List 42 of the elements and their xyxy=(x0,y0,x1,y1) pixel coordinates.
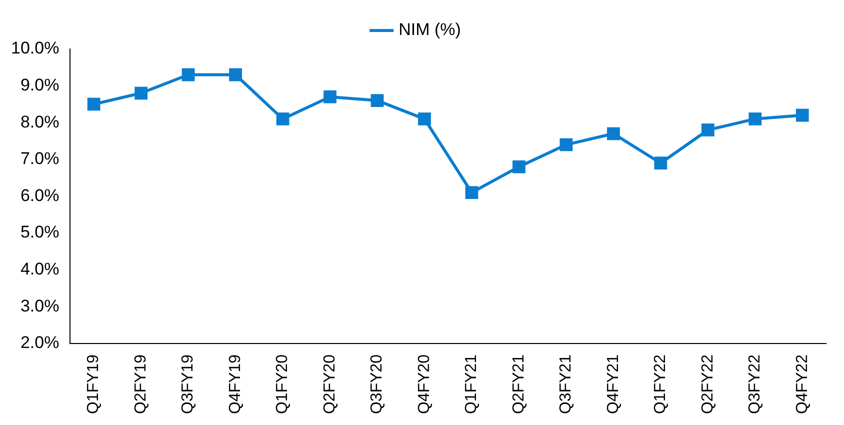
point xyxy=(701,124,714,136)
point xyxy=(465,186,478,199)
x-tick-label: Q1FY19 xyxy=(85,354,102,414)
point xyxy=(276,112,290,126)
x-tick-label: Q2FY22 xyxy=(699,354,716,414)
point xyxy=(324,90,336,104)
y-tick-label: 6.0% xyxy=(20,186,60,205)
x-tick-label: Q4FY22 xyxy=(794,354,811,414)
x-tick-label: Q1FY22 xyxy=(652,354,670,414)
x-tick-label: Q1FY20 xyxy=(274,354,292,414)
point xyxy=(418,112,431,126)
point xyxy=(654,156,668,170)
point xyxy=(512,160,526,174)
y-tick-label: 4.0% xyxy=(20,260,60,278)
x-tick-label: Q3FY22 xyxy=(746,354,764,414)
point xyxy=(87,98,100,111)
y-tick-label: 7.0% xyxy=(20,149,60,168)
x-tick-label: Q3FY21 xyxy=(558,354,575,414)
x-tick-label: Q2FY19 xyxy=(132,354,150,414)
y-tick-label: 10.0% xyxy=(11,38,60,58)
x-tick-label: Q1FY21 xyxy=(463,354,480,414)
point xyxy=(229,68,242,82)
x-tick-label: Q4FY19 xyxy=(226,354,244,414)
point xyxy=(606,127,620,140)
y-tick-label: 8.0% xyxy=(20,112,60,132)
y-tick-label: 3.0% xyxy=(20,296,60,316)
x-tick-label: Q2FY20 xyxy=(321,354,338,414)
x-tick-label: Q4FY20 xyxy=(416,354,433,414)
point xyxy=(560,138,573,152)
point xyxy=(134,86,148,100)
x-tick-label: Q3FY20 xyxy=(368,354,386,414)
y-tick-label: 5.0% xyxy=(20,222,60,242)
y-tick-label: 2.0% xyxy=(20,333,60,352)
point xyxy=(796,108,809,122)
x-tick-label: Q4FY21 xyxy=(604,354,622,414)
point xyxy=(370,94,384,107)
y-tick-label: 9.0% xyxy=(20,75,60,94)
point xyxy=(748,112,762,126)
x-tick-label: Q2FY21 xyxy=(510,354,528,414)
legend-label: NIM (%) xyxy=(398,20,461,40)
x-tick-label: Q3FY19 xyxy=(180,354,197,414)
point xyxy=(182,68,195,82)
